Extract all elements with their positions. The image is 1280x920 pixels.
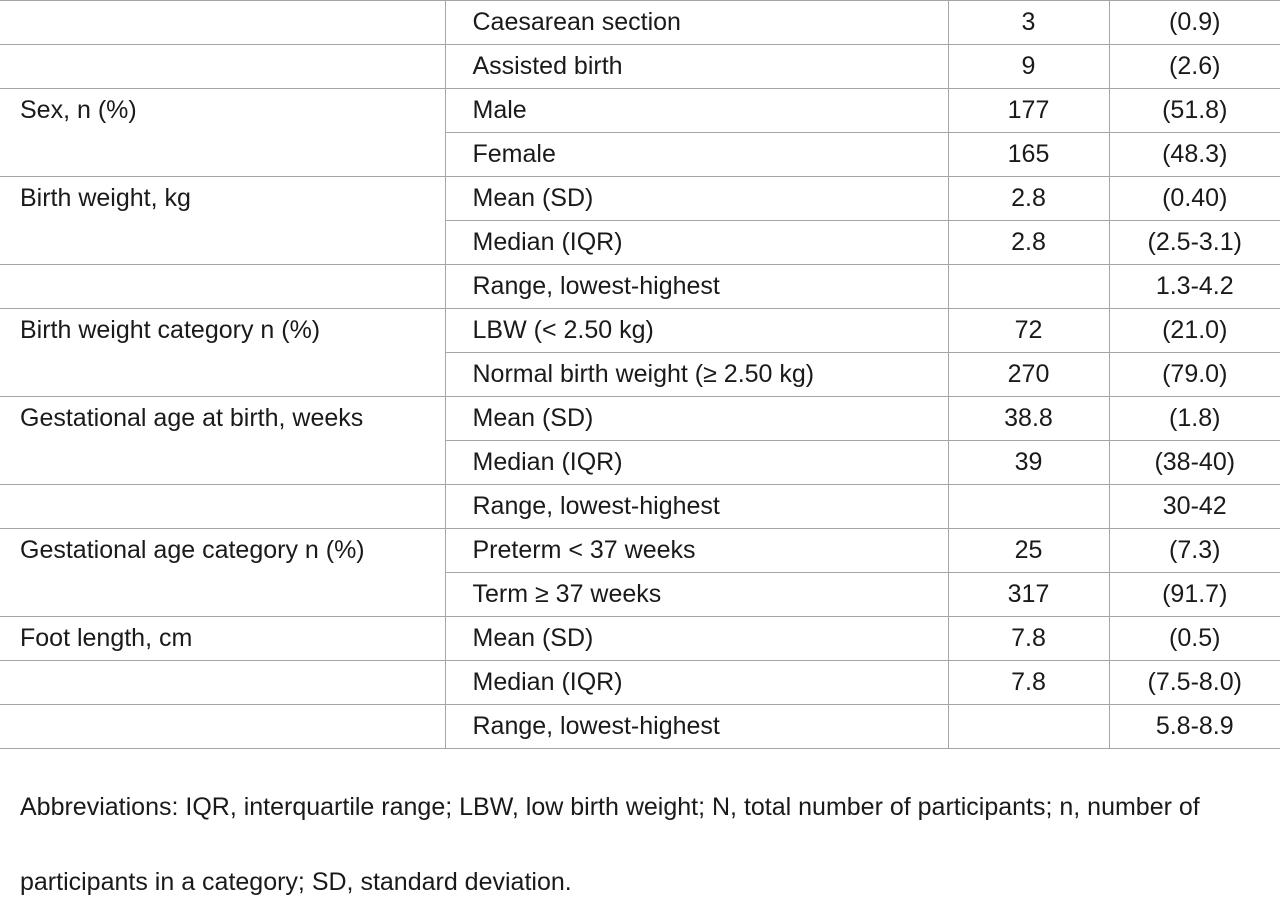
row-value-cell: 39 xyxy=(947,440,1109,485)
row-extra-cell: (7.5-8.0) xyxy=(1108,660,1280,705)
row-label-cell: Gestational age category n (%) xyxy=(20,536,365,565)
row-value-cell: 7.8 xyxy=(947,660,1109,705)
row-subcategory-cell: Preterm < 37 weeks xyxy=(444,528,948,573)
table-row: Gestational age category n (%) Preterm < … xyxy=(0,528,1280,573)
row-extra-cell: (48.3) xyxy=(1108,132,1280,177)
row-subcategory-cell: Mean (SD) xyxy=(444,616,948,661)
table-row: Range, lowest-highest 5.8-8.9 xyxy=(0,704,1280,749)
row-label-cell xyxy=(0,44,445,89)
row-label-cell xyxy=(0,440,445,485)
table-row: Term ≥ 37 weeks 317 (91.7) xyxy=(0,572,1280,617)
row-subcategory-cell: Median (IQR) xyxy=(444,440,948,485)
table-row: Range, lowest-highest 1.3-4.2 xyxy=(0,264,1280,309)
row-subcategory-cell: Normal birth weight (≥ 2.50 kg) xyxy=(444,352,948,397)
row-extra-cell: (38-40) xyxy=(1108,440,1280,485)
row-extra-cell: (91.7) xyxy=(1108,572,1280,617)
row-subcategory-cell: Female xyxy=(444,132,948,177)
row-subcategory-cell: Term ≥ 37 weeks xyxy=(444,572,948,617)
row-label-cell xyxy=(0,220,445,265)
row-value-cell: 25 xyxy=(947,528,1109,573)
row-subcategory-cell: Range, lowest-highest xyxy=(444,484,948,529)
row-subcategory-cell: Mean (SD) xyxy=(444,396,948,441)
row-value-cell: 38.8 xyxy=(947,396,1109,441)
row-extra-cell: (0.40) xyxy=(1108,176,1280,221)
row-extra-cell: (2.5-3.1) xyxy=(1108,220,1280,265)
row-extra-cell: (7.3) xyxy=(1108,528,1280,573)
table-row: Normal birth weight (≥ 2.50 kg) 270 (79.0) xyxy=(0,352,1280,397)
table-row: Gestational age at birth, weeks Mean (SD)… xyxy=(0,396,1280,441)
row-label-cell: Birth weight, kg xyxy=(20,184,191,213)
row-subcategory-cell: Assisted birth xyxy=(444,44,948,89)
row-value-cell: 72 xyxy=(947,308,1109,353)
table-row: Median (IQR) 39 (38-40) xyxy=(0,440,1280,485)
table-row: Sex, n (%) Male 177 (51.8) xyxy=(0,88,1280,133)
row-subcategory-cell: Median (IQR) xyxy=(444,220,948,265)
row-value-cell: 177 xyxy=(947,88,1109,133)
table-body: Caesarean section 3 (0.9) Assisted birth 9 (2… xyxy=(0,0,1280,749)
row-subcategory-cell: Mean (SD) xyxy=(444,176,948,221)
row-label-cell xyxy=(0,0,445,45)
row-label-cell: Gestational age at birth, weeks xyxy=(20,404,364,433)
row-value-cell xyxy=(947,484,1109,529)
row-label-cell xyxy=(0,352,445,397)
row-subcategory-cell: Caesarean section xyxy=(444,0,948,45)
table-row: Assisted birth 9 (2.6) xyxy=(0,44,1280,89)
row-label-cell xyxy=(0,660,445,705)
table-row: Foot length, cm Mean (SD) 7.8 (0.5) xyxy=(0,616,1280,661)
row-label-cell xyxy=(0,704,445,749)
row-value-cell: 3 xyxy=(947,0,1109,45)
row-extra-cell: (2.6) xyxy=(1108,44,1280,89)
table-row: Median (IQR) 7.8 (7.5-8.0) xyxy=(0,660,1280,705)
row-label-cell: Birth weight category n (%) xyxy=(20,316,321,345)
row-value-cell: 270 xyxy=(947,352,1109,397)
row-extra-cell: 1.3-4.2 xyxy=(1108,264,1280,309)
table-row: Median (IQR) 2.8 (2.5-3.1) xyxy=(0,220,1280,265)
table-row: Caesarean section 3 (0.9) xyxy=(0,0,1280,45)
table-row: Range, lowest-highest 30-42 xyxy=(0,484,1280,529)
table-row: Birth weight, kg Mean (SD) 2.8 (0.40) xyxy=(0,176,1280,221)
row-label-cell: Sex, n (%) xyxy=(20,96,137,125)
row-extra-cell: (0.5) xyxy=(1108,616,1280,661)
row-value-cell xyxy=(947,704,1109,749)
row-extra-cell: 30-42 xyxy=(1108,484,1280,529)
row-subcategory-cell: Median (IQR) xyxy=(444,660,948,705)
row-subcategory-cell: LBW (< 2.50 kg) xyxy=(444,308,948,353)
row-label-cell: Foot length, cm xyxy=(0,616,445,661)
row-extra-cell: (79.0) xyxy=(1108,352,1280,397)
table-row: Female 165 (48.3) xyxy=(0,132,1280,177)
data-table: Caesarean section 3 (0.9) Assisted birth 9 (2… xyxy=(0,0,1280,749)
row-extra-cell: (1.8) xyxy=(1108,396,1280,441)
row-subcategory-cell: Male xyxy=(444,88,948,133)
row-label-cell xyxy=(0,264,445,309)
row-label-cell xyxy=(0,484,445,529)
row-value-cell: 165 xyxy=(947,132,1109,177)
row-value-cell: 2.8 xyxy=(947,220,1109,265)
row-value-cell: 2.8 xyxy=(947,176,1109,221)
row-label-cell xyxy=(0,132,445,177)
table-row: Birth weight category n (%) LBW (< 2.50 k… xyxy=(0,308,1280,353)
row-extra-cell: (21.0) xyxy=(1108,308,1280,353)
row-value-cell xyxy=(947,264,1109,309)
row-subcategory-cell: Range, lowest-highest xyxy=(444,704,948,749)
row-value-cell: 7.8 xyxy=(947,616,1109,661)
row-extra-cell: (51.8) xyxy=(1108,88,1280,133)
row-subcategory-cell: Range, lowest-highest xyxy=(444,264,948,309)
row-extra-cell: (0.9) xyxy=(1108,0,1280,45)
row-value-cell: 9 xyxy=(947,44,1109,89)
abbreviations-footnote: Abbreviations: IQR, interquartile range;… xyxy=(20,793,1200,896)
row-value-cell: 317 xyxy=(947,572,1109,617)
row-label-cell xyxy=(0,572,445,617)
row-extra-cell: 5.8-8.9 xyxy=(1108,704,1280,749)
